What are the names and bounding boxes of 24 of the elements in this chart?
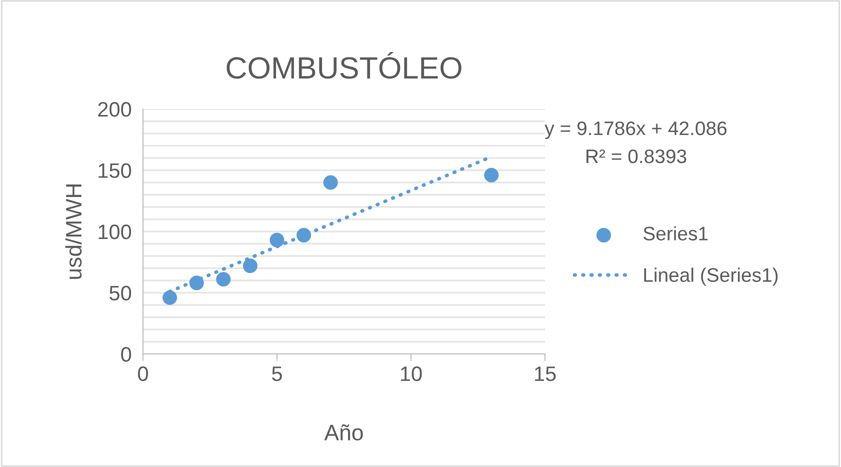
y-tick-label: 150 xyxy=(98,163,132,178)
y-tick-label: 100 xyxy=(98,224,132,240)
point xyxy=(162,290,178,305)
x-tick-label: 15 xyxy=(535,366,556,382)
point xyxy=(323,175,338,190)
legend-label: Series1 xyxy=(644,226,708,240)
point xyxy=(484,168,499,182)
y-tick-label: 50 xyxy=(110,286,132,301)
y-tick-label: 200 xyxy=(98,102,132,117)
x-tick-label: 5 xyxy=(272,366,282,382)
text: R² = 0.8393 xyxy=(586,149,686,164)
x-axis-title: Año xyxy=(324,424,363,440)
y-tick-label: 0 xyxy=(121,347,132,362)
point xyxy=(296,228,312,242)
y-axis-title: usd/MWH xyxy=(65,184,82,279)
x-tick-label: 0 xyxy=(138,366,148,382)
legend-label: Lineal (Series1) xyxy=(644,268,778,286)
annotation: y = 9.1786x + 42.086 xyxy=(544,121,727,140)
point xyxy=(189,276,204,290)
point xyxy=(216,272,231,287)
chart-title: COMBUSTÓLEO xyxy=(226,52,462,79)
point xyxy=(242,258,258,274)
x-tick-label: 10 xyxy=(401,366,422,382)
point xyxy=(270,232,284,248)
